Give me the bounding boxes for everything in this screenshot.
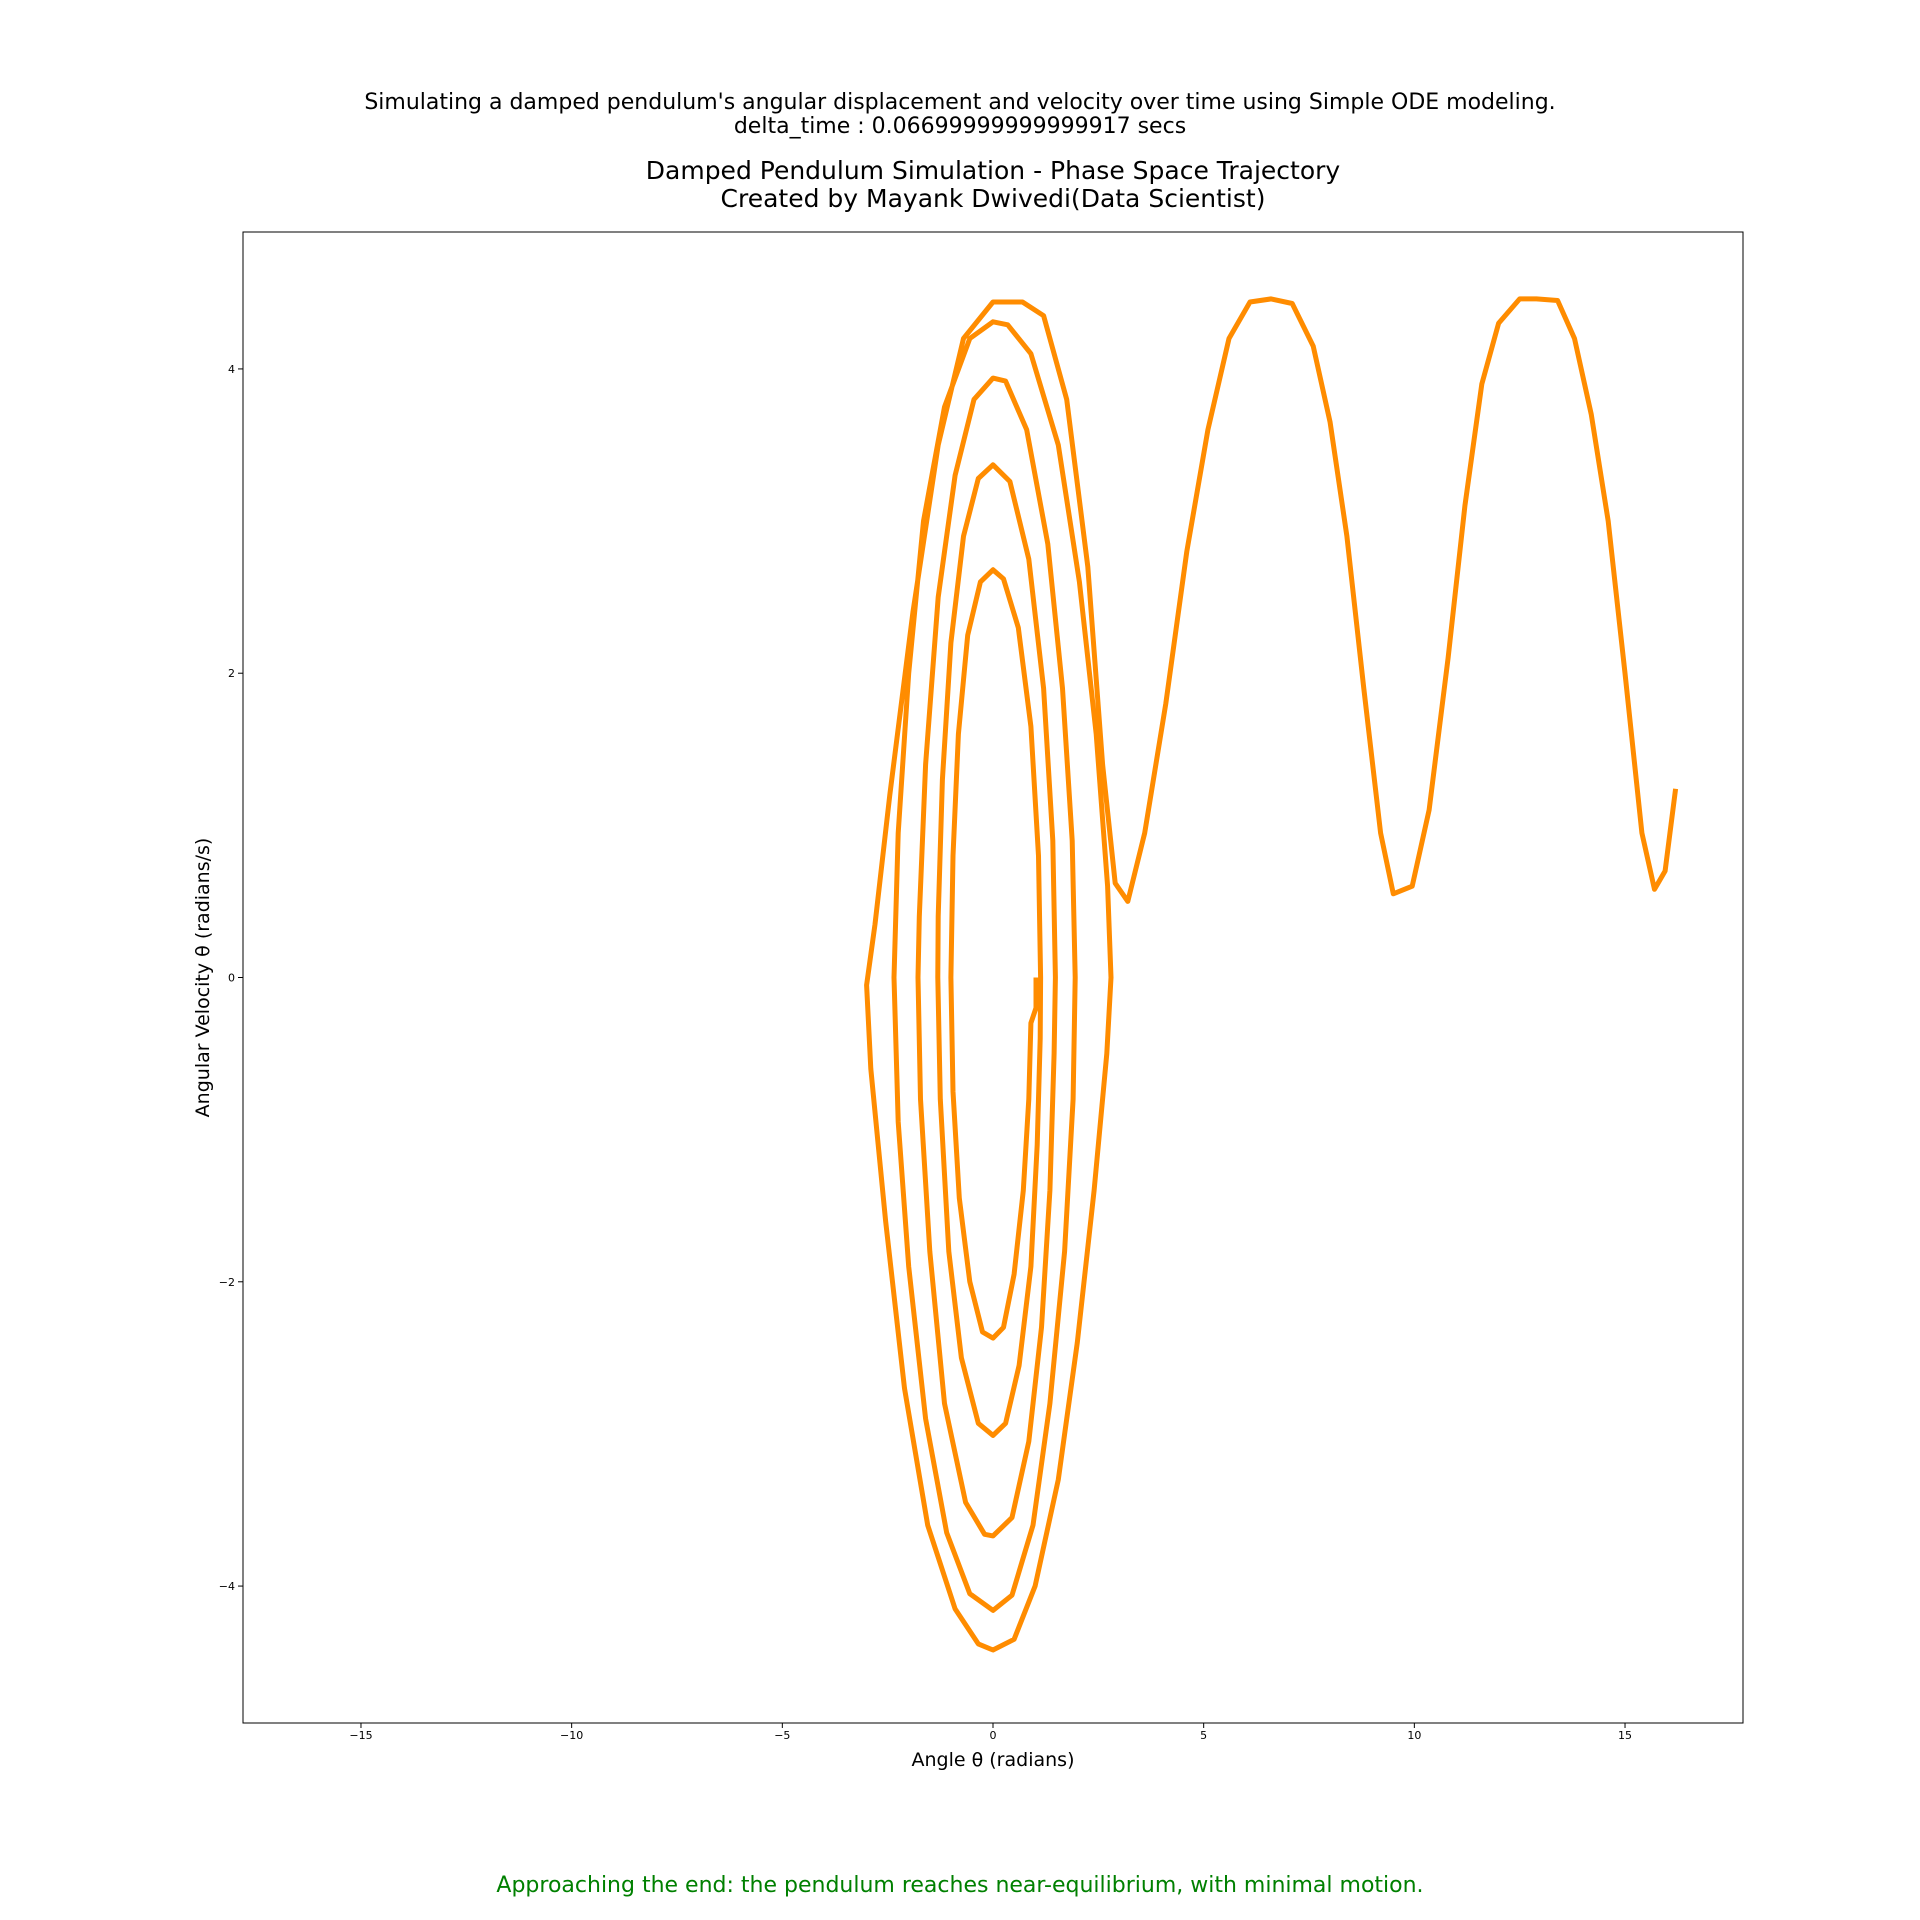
chart-title-line: Damped Pendulum Simulation - Phase Space…: [645, 156, 1341, 185]
y-axis-ticks: −4 −2 0 2 4: [219, 363, 243, 1593]
x-tick-label: 5: [1200, 1729, 1207, 1742]
x-tick-label: 0: [990, 1729, 997, 1742]
suptitle-line-1: Simulating a damped pendulum's angular d…: [364, 90, 1556, 115]
x-tick-label: −10: [560, 1729, 583, 1742]
x-tick-label: 10: [1407, 1729, 1421, 1742]
x-axis-label: Angle θ (radians): [912, 1749, 1075, 1771]
y-axis-label: Angular Velocity θ (radians/s): [192, 838, 214, 1118]
figure-suptitle: Simulating a damped pendulum's angular d…: [0, 91, 1920, 139]
x-tick-label: −5: [774, 1729, 790, 1742]
trajectory-line: [864, 296, 1679, 1653]
footer-caption: Approaching the end: the pendulum reache…: [496, 1873, 1424, 1898]
chart-title: Damped Pendulum Simulation - Phase Space…: [243, 157, 1743, 213]
y-tick-label: −2: [219, 1276, 235, 1289]
y-tick-label: −4: [219, 1580, 235, 1593]
suptitle-line-2: delta_time : 0.06699999999999917 secs: [733, 114, 1187, 139]
x-tick-label: −15: [349, 1729, 372, 1742]
y-tick-label: 0: [228, 972, 235, 985]
x-tick-label: 15: [1618, 1729, 1632, 1742]
plot-area-frame: [242, 231, 1744, 1724]
y-tick-label: 4: [228, 363, 235, 376]
x-axis-ticks: −15 −10 −5 0 5 10 15: [349, 1723, 1632, 1742]
chart-subtitle-line: Created by Mayank Dwivedi(Data Scientist…: [720, 184, 1266, 213]
y-tick-label: 2: [228, 667, 235, 680]
